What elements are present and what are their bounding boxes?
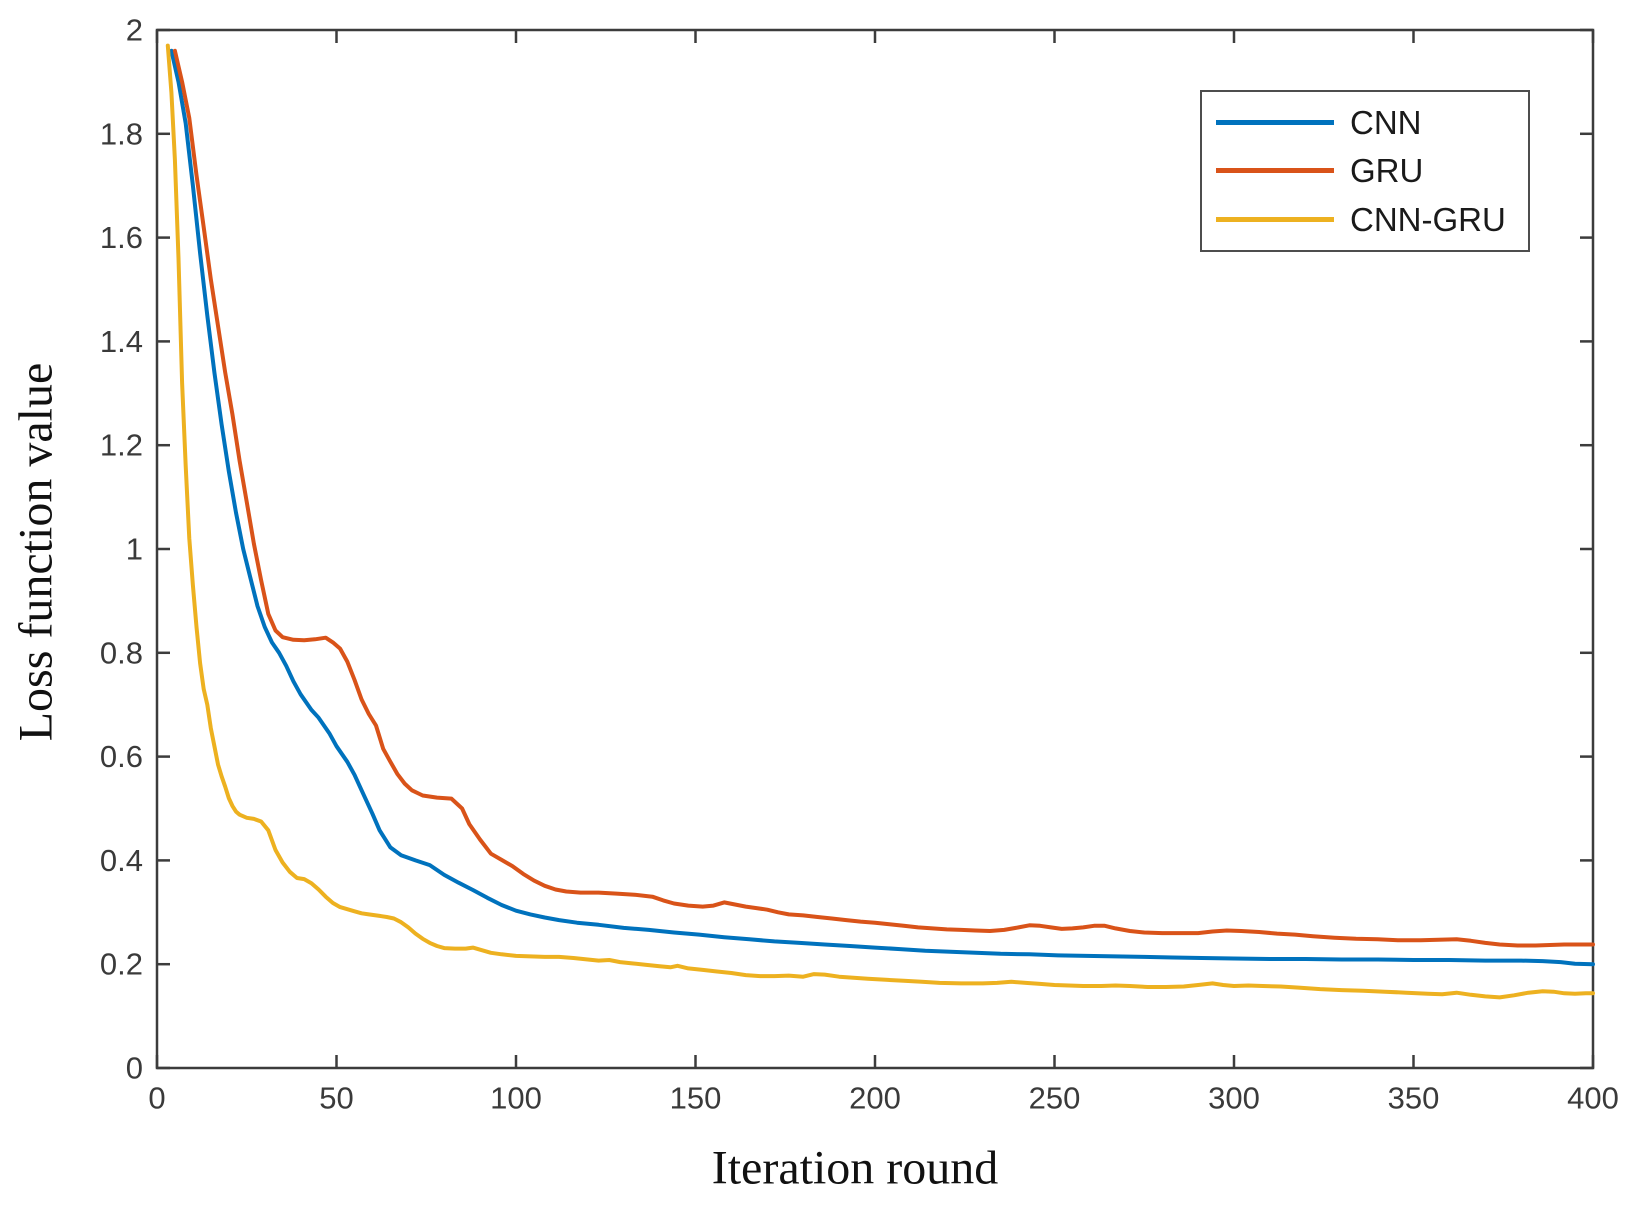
legend-label: CNN [1350, 103, 1422, 141]
x-axis-label: Iteration round [711, 1141, 999, 1195]
y-tick-label: 1.8 [100, 116, 143, 151]
legend: CNN GRU CNN-GRU [1200, 90, 1530, 252]
y-tick-label: 0.2 [100, 947, 143, 982]
series-line-GRU [172, 48, 1595, 948]
y-tick-label: 1 [126, 532, 143, 567]
legend-label: CNN-GRU [1350, 201, 1506, 239]
y-tick-label: 1.2 [100, 428, 143, 463]
x-tick-label: 150 [670, 1080, 722, 1115]
series-lines [165, 43, 1595, 1000]
x-tick-label: 100 [490, 1080, 542, 1115]
x-tick-label: 250 [1029, 1080, 1081, 1115]
legend-item-cnn: CNN [1216, 106, 1528, 139]
legend-line-sample-gru [1216, 168, 1334, 174]
x-tick-label: 50 [319, 1080, 353, 1115]
series-line-CNN [169, 48, 1595, 967]
y-tick-label: 0.6 [100, 739, 143, 774]
y-tick-label: 0 [126, 1051, 143, 1086]
legend-label: GRU [1350, 152, 1424, 190]
x-tick-label: 200 [849, 1080, 901, 1115]
y-tick-label: 1.6 [100, 220, 143, 255]
y-tick-label: 2 [126, 13, 143, 48]
y-tick-label: 0.8 [100, 635, 143, 670]
legend-line-sample-cnn [1216, 119, 1334, 125]
y-tick-label: 1.4 [100, 324, 143, 359]
legend-item-cnn-gru: CNN-GRU [1216, 203, 1528, 236]
x-tick-label: 350 [1388, 1080, 1440, 1115]
series-line-CNN-GRU [165, 43, 1595, 1000]
legend-item-gru: GRU [1216, 154, 1528, 187]
y-axis-label: Loss function value [9, 362, 63, 742]
y-tick-label: 0.4 [100, 843, 143, 878]
x-tick-label: 400 [1567, 1080, 1619, 1115]
x-tick-label: 300 [1208, 1080, 1260, 1115]
axes: 0 50 100 150 200 250 300 350 400 0 0.2 0.4 0.6 0.8 1 1.… [100, 13, 1619, 1116]
x-tick-label: 0 [148, 1080, 165, 1115]
legend-line-sample-cnn-gru [1216, 217, 1334, 223]
